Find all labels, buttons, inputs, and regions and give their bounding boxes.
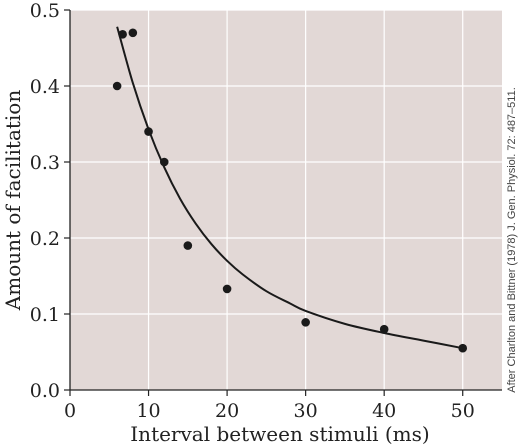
x-tick-label-10: 10 — [136, 400, 160, 422]
data-point-9 — [379, 324, 389, 334]
grid-lines — [70, 9, 502, 390]
axes — [69, 10, 502, 391]
tick-marks — [64, 9, 464, 396]
data-point-5 — [159, 157, 169, 167]
y-tick-label-0.1: 0.1 — [30, 304, 60, 326]
data-points — [112, 28, 468, 353]
data-point-3 — [128, 28, 138, 38]
data-point-2 — [118, 30, 127, 39]
y-tick-label-0.4: 0.4 — [30, 76, 60, 98]
x-tick-label-0: 0 — [64, 400, 76, 422]
plot-area — [70, 10, 502, 390]
y-tick-label-0.2: 0.2 — [30, 228, 60, 250]
data-point-4 — [144, 127, 153, 136]
x-tick-label-30: 30 — [294, 400, 318, 422]
data-point-6 — [183, 241, 193, 250]
y-axis-label: Amount of facilitation — [1, 90, 25, 312]
x-axis-label: Interval between stimuli (ms) — [130, 422, 429, 446]
data-point-8 — [301, 318, 310, 327]
y-tick-label-0.3: 0.3 — [30, 152, 60, 174]
x-tick-label-50: 50 — [451, 400, 475, 422]
tick-labels: 0 10 20 30 40 50 0.0 0.1 0.2 0.3 0.4 0.5 — [30, 0, 475, 422]
x-tick-label-20: 20 — [215, 400, 239, 422]
fit-curve — [116, 26, 463, 350]
y-tick-label-0: 0.0 — [30, 380, 60, 402]
data-point-10 — [458, 343, 468, 353]
y-tick-label-0.5: 0.5 — [30, 0, 60, 22]
source-note: After Charlton and Bittner (1978) J. Gen… — [506, 87, 518, 393]
data-point-7 — [222, 284, 232, 294]
x-tick-label-40: 40 — [372, 400, 396, 422]
data-point-1 — [112, 81, 122, 91]
